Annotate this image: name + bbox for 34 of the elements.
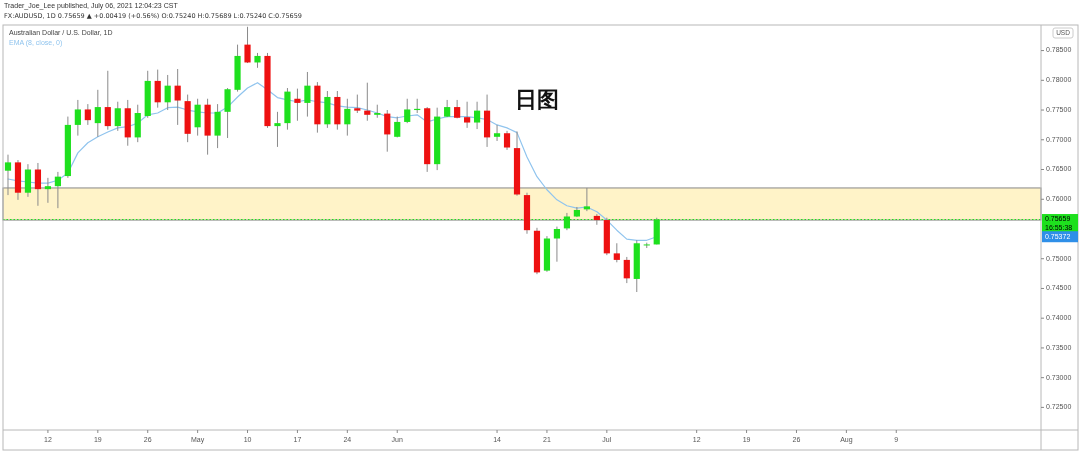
candlestick xyxy=(464,101,471,129)
candlestick xyxy=(4,154,12,196)
candlestick xyxy=(194,98,201,137)
candlestick xyxy=(174,68,181,126)
candlestick xyxy=(404,98,411,124)
candlestick xyxy=(364,82,371,122)
candlestick xyxy=(154,69,161,109)
candlestick xyxy=(294,88,301,122)
candlestick xyxy=(164,74,171,111)
candlestick xyxy=(493,124,501,142)
candlestick xyxy=(593,213,600,226)
candlestick xyxy=(224,87,231,139)
text: 日图 xyxy=(515,87,559,112)
candlestick xyxy=(553,226,561,263)
candlestick xyxy=(44,177,52,204)
candlestick xyxy=(74,99,81,137)
candlestick xyxy=(344,98,351,137)
candlestick xyxy=(623,256,630,284)
candlestick xyxy=(34,162,42,207)
candlestick xyxy=(384,109,391,153)
candlestick xyxy=(244,26,251,64)
candlestick xyxy=(583,187,590,212)
candlestick xyxy=(354,94,361,114)
candlestick xyxy=(84,103,91,126)
candlestick xyxy=(94,89,101,138)
candlestick xyxy=(274,111,281,148)
candlestick xyxy=(613,242,620,263)
candlestick xyxy=(54,171,61,209)
candlestick xyxy=(104,70,111,131)
candlestick xyxy=(214,103,221,149)
candlestick xyxy=(304,71,311,118)
candlestick xyxy=(24,163,32,198)
candlestick xyxy=(473,101,481,130)
candlestick xyxy=(114,101,121,132)
